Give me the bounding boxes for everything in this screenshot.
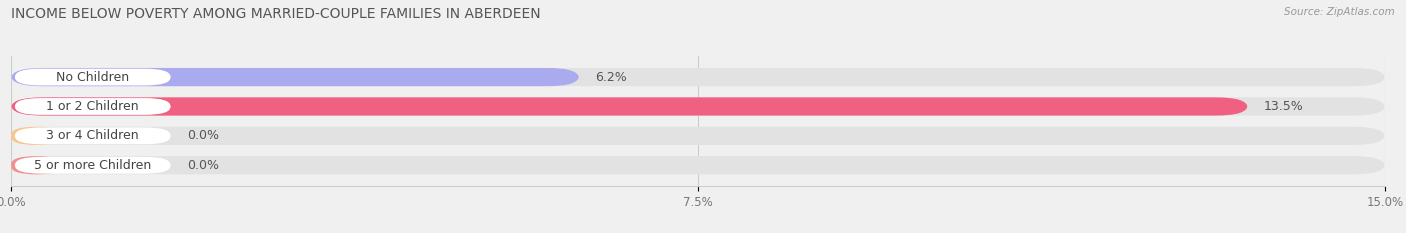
FancyBboxPatch shape bbox=[11, 127, 1385, 145]
Text: 0.0%: 0.0% bbox=[187, 129, 219, 142]
Text: 0.0%: 0.0% bbox=[187, 159, 219, 172]
FancyBboxPatch shape bbox=[11, 156, 1385, 174]
FancyBboxPatch shape bbox=[11, 68, 579, 86]
Text: INCOME BELOW POVERTY AMONG MARRIED-COUPLE FAMILIES IN ABERDEEN: INCOME BELOW POVERTY AMONG MARRIED-COUPL… bbox=[11, 7, 541, 21]
FancyBboxPatch shape bbox=[15, 157, 170, 174]
Text: 1 or 2 Children: 1 or 2 Children bbox=[46, 100, 139, 113]
FancyBboxPatch shape bbox=[15, 69, 170, 86]
Text: 13.5%: 13.5% bbox=[1264, 100, 1303, 113]
FancyBboxPatch shape bbox=[11, 97, 1247, 116]
Text: 3 or 4 Children: 3 or 4 Children bbox=[46, 129, 139, 142]
Text: 6.2%: 6.2% bbox=[596, 71, 627, 84]
FancyBboxPatch shape bbox=[11, 156, 62, 174]
FancyBboxPatch shape bbox=[15, 98, 170, 115]
Text: Source: ZipAtlas.com: Source: ZipAtlas.com bbox=[1284, 7, 1395, 17]
FancyBboxPatch shape bbox=[11, 127, 62, 145]
Text: 5 or more Children: 5 or more Children bbox=[34, 159, 152, 172]
Text: No Children: No Children bbox=[56, 71, 129, 84]
FancyBboxPatch shape bbox=[11, 68, 1385, 86]
FancyBboxPatch shape bbox=[11, 97, 1385, 116]
FancyBboxPatch shape bbox=[15, 127, 170, 144]
